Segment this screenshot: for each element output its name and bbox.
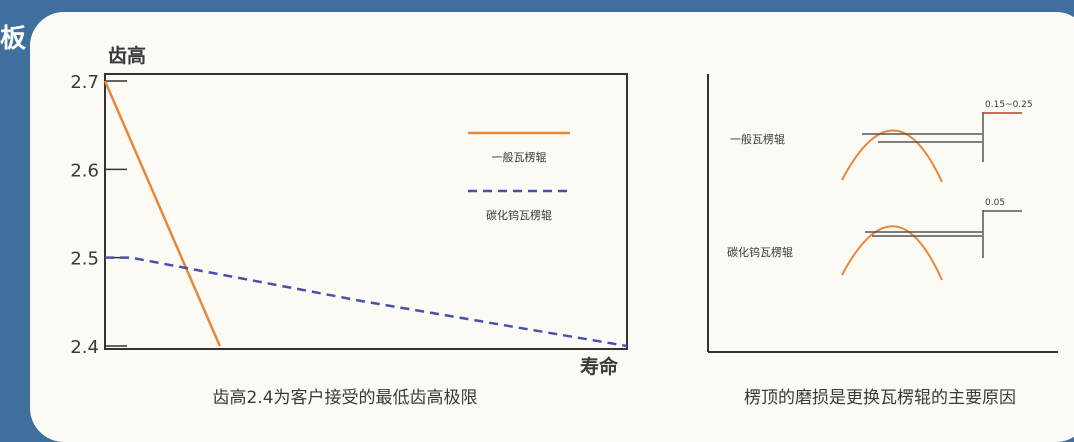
profile-2-curve [841,225,943,281]
profile-2-label: 碳化钨瓦楞辊 [727,245,793,259]
y-tick-label: 2.6 [70,160,99,181]
right-caption: 楞顶的磨损是更换瓦楞辊的主要原因 [744,388,1016,408]
y-tick-label: 2.7 [70,72,99,93]
profile-1-curve [841,129,943,183]
series-line-2 [105,256,628,348]
series-line-1 [103,80,221,347]
profile-1-wear: 0.15~0.25 [985,100,1033,110]
plot-frame [104,73,628,350]
profile-2-wear: 0.05 [985,198,1005,208]
wear-diagram: 一般瓦楞辊 0.15~0.25 碳化钨瓦楞辊 0.05 楞顶的磨损是更换瓦楞辊的… [707,74,1058,408]
legend-label: 一般瓦楞辊 [492,150,547,164]
profile-1-label: 一般瓦楞辊 [730,132,785,146]
left-caption: 齿高2.4为客户接受的最低齿高极限 [212,388,477,408]
x-axis-label: 寿命 [580,355,619,378]
y-tick-label: 2.5 [70,249,99,270]
edge-character: 板 [0,24,27,54]
y-axis-label: 齿高 [108,44,146,67]
legend-label: 碳化钨瓦楞辊 [486,208,552,222]
series-lines [103,80,628,348]
y-tick-label: 2.4 [70,337,99,358]
